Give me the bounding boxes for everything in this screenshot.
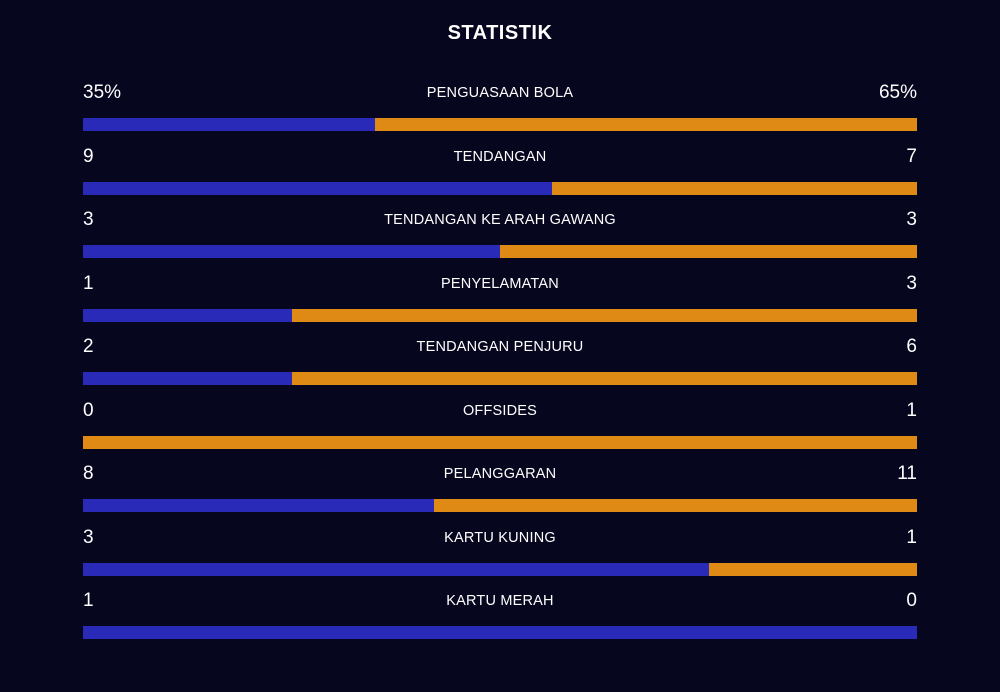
comparison-bar [83,435,917,449]
home-value: 2 [83,336,94,357]
stat-row: 3 KARTU KUNING 1 [83,524,917,588]
stat-row: 2 TENDANGAN PENJURU 6 [83,333,917,397]
home-value: 1 [83,590,94,611]
home-value: 3 [83,209,94,230]
home-bar-segment [83,499,435,512]
stat-label: OFFSIDES [462,402,538,419]
stat-row: 1 KARTU MERAH 0 [83,587,917,651]
home-bar-segment [83,181,553,195]
stat-label: TENDANGAN KE ARAH GAWANG [384,212,616,228]
comparison-bar [83,118,917,131]
stat-row: 9 TENDANGAN 7 [83,143,917,207]
comparison-bar [83,308,917,322]
comparison-bar [83,245,917,258]
home-value: 1 [83,272,94,294]
stats-list: 35% PENGUASAAN BOLA 65% 9 TENDANGAN 7 [83,79,917,651]
comparison-bar [83,372,917,385]
comparison-bar [83,626,917,639]
comparison-bar [83,562,917,576]
stat-label: TENDANGAN [453,148,547,165]
away-value: 1 [906,399,917,421]
away-value: 7 [906,145,917,167]
home-bar-segment [83,372,292,385]
stat-label: TENDANGAN PENJURU [416,339,584,355]
stat-row: 8 PELANGGARAN 11 [83,460,917,524]
home-value: 0 [83,399,94,421]
stat-label: PENGUASAAN BOLA [426,85,574,101]
stat-row: 35% PENGUASAAN BOLA 65% [83,79,917,143]
stat-label: KARTU KUNING [444,529,556,546]
stat-row: 0 OFFSIDES 1 [83,397,917,461]
stat-label: PENYELAMATAN [441,275,559,292]
home-value: 8 [83,463,94,484]
stat-label: KARTU MERAH [446,593,554,609]
stat-row: 1 PENYELAMATAN 3 [83,270,917,334]
away-value: 65% [878,82,917,103]
home-bar-segment [83,245,500,258]
stat-label: PELANGGARAN [443,466,557,482]
away-bar-segment [500,245,917,258]
home-value: 9 [83,145,94,167]
home-bar-segment [83,562,709,576]
away-bar-segment [552,181,917,195]
away-value: 1 [906,526,917,548]
home-value: 3 [83,526,94,548]
away-value: 6 [906,336,917,357]
away-bar-segment [708,562,917,576]
away-value: 3 [906,272,917,294]
away-bar-segment [374,118,917,131]
panel-title: STATISTIK [447,22,553,44]
home-value: 35% [83,82,122,103]
away-bar-segment [83,435,917,449]
away-bar-segment [434,499,917,512]
comparison-bar [83,181,917,195]
home-bar-segment [83,118,375,131]
home-bar-segment [83,626,917,639]
away-value: 11 [897,463,917,484]
stat-row: 3 TENDANGAN KE ARAH GAWANG 3 [83,206,917,270]
comparison-bar [83,499,917,512]
home-bar-segment [83,308,292,322]
away-value: 0 [906,590,917,611]
away-value: 3 [906,209,917,230]
away-bar-segment [291,308,917,322]
away-bar-segment [291,372,917,385]
